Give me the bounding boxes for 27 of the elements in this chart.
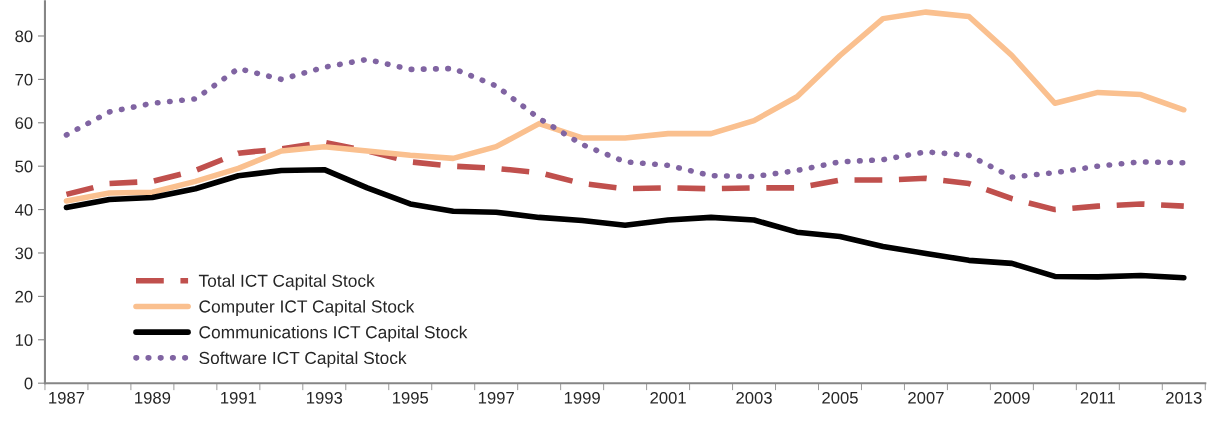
y-tick-label: 20 — [15, 290, 33, 303]
y-tick-label: 0 — [24, 377, 33, 390]
x-tick-label: 2005 — [822, 391, 858, 404]
y-tick-label: 80 — [15, 30, 33, 43]
x-tick-label: 2011 — [1080, 391, 1115, 404]
y-tick-label: 10 — [15, 334, 33, 346]
y-tick-label: 70 — [15, 73, 33, 86]
x-tick-label: 1989 — [135, 391, 171, 404]
legend-label: Total ICT Capital Stock — [198, 274, 375, 291]
x-tick-label: 1995 — [392, 391, 429, 404]
y-tick-label: 40 — [15, 203, 33, 216]
legend-label: Computer ICT Capital Stock — [199, 299, 415, 317]
x-tick-label: 1987 — [49, 391, 85, 404]
x-tick-label: 1999 — [564, 391, 600, 404]
x-tick-label: 2009 — [994, 391, 1030, 404]
x-tick-label: 2007 — [908, 391, 944, 404]
legend-label: Software ICT Capital Stock — [199, 351, 407, 368]
x-tick-label: 2013 — [1166, 391, 1202, 404]
legend-label: Communications ICT Capital Stock — [199, 325, 468, 342]
x-tick-label: 2003 — [736, 391, 772, 404]
y-tick-label: 30 — [15, 247, 33, 260]
x-tick-label: 1993 — [307, 391, 343, 404]
y-tick-label: 60 — [15, 117, 33, 129]
y-tick-label: 50 — [15, 160, 33, 173]
x-tick-label: 1997 — [478, 391, 514, 404]
x-tick-label: 1991 — [221, 391, 257, 404]
x-tick-label: 2001 — [650, 391, 686, 404]
